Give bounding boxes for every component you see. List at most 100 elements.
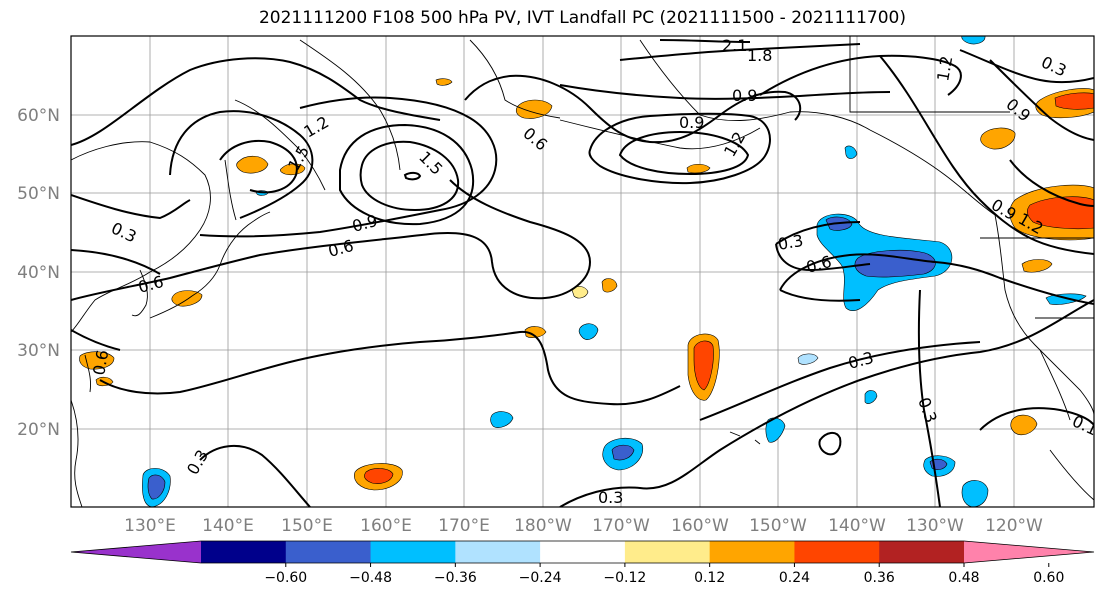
contour-0.9-main [199, 96, 498, 238]
coast-kamchatka [234, 99, 326, 191]
coast-taiwan [84, 354, 91, 393]
colorbar-tick-label: −0.60 [264, 570, 307, 586]
cool-core-south-central [611, 444, 635, 461]
contour-label: 0.9 [679, 113, 704, 132]
contour-1.2-okhotsk [339, 123, 475, 226]
contour-1.5-okhotsk [359, 140, 460, 212]
lon-label: 130°E [124, 516, 176, 536]
border-alaska [849, 36, 1010, 113]
cool-blob-small-2 [578, 323, 599, 340]
colorbar-tick-label: −0.36 [434, 570, 477, 586]
lon-label: 160°W [671, 516, 729, 536]
cool-core-west [147, 474, 166, 500]
pv-contours [71, 39, 1094, 507]
cool-blob-small-4 [797, 353, 819, 365]
lon-label: 180°W [514, 516, 572, 536]
map-title: 2021111200 F108 500 hPa PV, IVT Landfall… [258, 8, 906, 28]
colorbar-swatch [794, 541, 880, 563]
contour-1.2-north [759, 54, 962, 96]
longitude-labels: 130°E 140°E 150°E 160°E 170°E 180°W 170°… [124, 516, 1043, 536]
warm-blob-bc [980, 127, 1016, 150]
lat-label: 20°N [17, 420, 60, 440]
lon-label: 170°E [438, 516, 490, 536]
contour-2.1-north [659, 39, 751, 43]
contour-0.3-ne [775, 221, 871, 272]
warm-anomalies [79, 78, 1094, 491]
lon-label: 120°W [985, 516, 1043, 536]
colorbar-tick-label: 0.36 [864, 570, 895, 586]
lon-label: 160°E [360, 516, 412, 536]
lat-label: 50°N [17, 184, 60, 204]
latitude-labels: 60°N 50°N 40°N 30°N 20°N [17, 106, 60, 440]
coast-hawaii [729, 431, 761, 445]
contour-0.9-north-mid [559, 84, 891, 100]
cool-blob-se-2 [961, 480, 989, 507]
colorbar-swatch [455, 541, 541, 563]
lon-label: 140°E [202, 516, 254, 536]
contour-0.3-midlat [559, 299, 1094, 507]
warm-blob-aleutian [686, 163, 711, 174]
warm-blob-kamchatka [236, 155, 269, 174]
warm-core-canada [1054, 92, 1094, 110]
contour-0.9-okhotsk-inner [403, 171, 422, 181]
coast-philippines [71, 399, 83, 507]
coast-siberia [299, 39, 401, 171]
contour-0.9-aleutian [588, 112, 771, 185]
contour-label: 1.2 [933, 54, 956, 82]
contour-0.3-west [71, 194, 191, 220]
coast-bc [869, 129, 996, 216]
contour-0.1-east [979, 407, 1094, 431]
warm-blob-small-3 [601, 278, 618, 293]
contour-label: 1.8 [747, 46, 772, 65]
contour-0.6-ne-2 [959, 49, 1094, 84]
colorbar-tick-label: 0.12 [694, 570, 725, 586]
lon-label: 150°W [749, 516, 807, 536]
colorbar-swatch [285, 541, 372, 563]
warm-blob-sw [1021, 259, 1053, 273]
contour-1.2-kamchatka [169, 110, 314, 219]
coast-mexico [1049, 449, 1094, 501]
warm-blob-taiwan [79, 351, 115, 370]
plot-frame [70, 35, 1095, 508]
contour-label: 0.6 [89, 348, 112, 376]
lon-label: 170°W [592, 516, 650, 536]
coast-asia-mainland [71, 141, 211, 333]
lon-label: 150°E [281, 516, 333, 536]
contour-1.2-aleutian [618, 130, 750, 176]
contour-0.9-ne [989, 59, 1094, 141]
warm-core-south [364, 468, 394, 484]
colorbar-tick-label: −0.48 [349, 570, 392, 586]
contour-label: 0.3 [776, 231, 804, 254]
warm-blob-small-1 [524, 326, 547, 338]
contour-0.6-ne [779, 253, 1094, 305]
warm-blob-alaska [515, 99, 553, 119]
lat-label: 40°N [17, 263, 60, 283]
cool-core-northeast-pacific [854, 249, 936, 278]
coastlines [71, 36, 1094, 507]
colorbar-tick-label: 0.60 [1033, 570, 1064, 586]
cool-blob-small-6 [844, 145, 858, 159]
contour-0.3-japan-sea [71, 249, 161, 275]
colorbar-tick-label: −0.24 [519, 570, 562, 586]
contour-label: 0.3 [598, 488, 623, 507]
contour-bc-trough [879, 55, 1094, 255]
coast-alaska-west [469, 39, 561, 119]
lat-label: 30°N [17, 341, 60, 361]
colorbar-swatch [879, 541, 965, 563]
contour-0.3-subtrop [699, 341, 981, 421]
colorbar: −0.60 −0.48 −0.36 −0.24 −0.12 0.12 0.24 0.36 0.4… [70, 540, 1095, 586]
contour-0.6-aleutian [464, 74, 802, 144]
contour-0.3-east [917, 289, 941, 507]
warm-core-us-west [1027, 196, 1094, 230]
lon-label: 140°W [828, 516, 886, 536]
colorbar-tick-label: 0.24 [779, 570, 810, 586]
colorbar-swatch [709, 541, 795, 563]
lon-label: 130°W [906, 516, 964, 536]
warm-blob-small-4 [435, 78, 453, 86]
contour-0.6-philippine [99, 330, 681, 406]
contour-0.6-japan [71, 179, 592, 301]
cool-blob-small-8 [961, 36, 986, 45]
warm-core-central-pacific [693, 340, 714, 391]
warm-blob-gulf [1010, 414, 1038, 436]
cool-blob-small-3 [765, 417, 786, 443]
